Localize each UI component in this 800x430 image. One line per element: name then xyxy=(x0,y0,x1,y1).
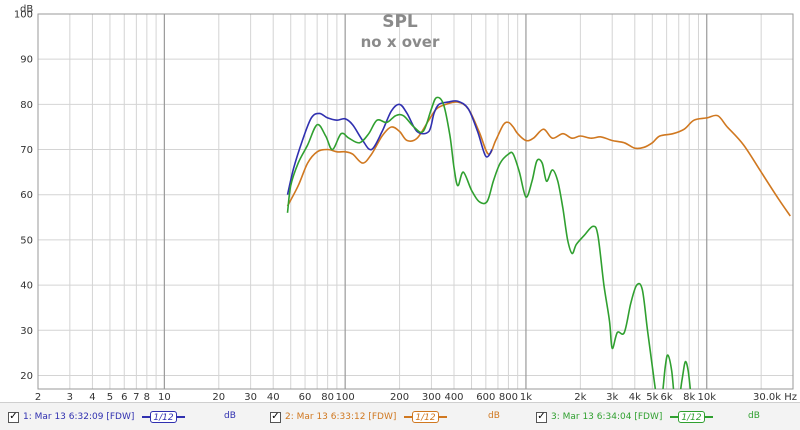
x-tick-label: 60 xyxy=(299,392,312,402)
x-tick-label: 3k xyxy=(606,392,618,402)
x-tick-label: 10k xyxy=(697,392,716,402)
smoothing-value-1: 1/12 xyxy=(150,411,177,423)
series-line-3 xyxy=(286,96,692,389)
x-tick-label: 800 xyxy=(499,392,518,402)
legend-label-1: 1: Mar 13 6:32:09 [FDW] xyxy=(23,412,135,422)
legend-checkbox-2[interactable]: ✓ xyxy=(270,411,281,423)
smoothing-value-3: 1/12 xyxy=(678,411,705,423)
x-tick-label: 80 xyxy=(321,392,334,402)
smoothing-line-icon xyxy=(670,416,679,418)
x-tick-label: 4k xyxy=(629,392,641,402)
x-tick-label: 6 xyxy=(121,392,127,402)
legend-checkbox-1[interactable]: ✓ xyxy=(8,411,19,423)
x-tick-label: 200 xyxy=(390,392,409,402)
x-tick-label: 300 xyxy=(422,392,441,402)
y-tick-label: 60 xyxy=(20,190,33,201)
x-tick-label: 100 xyxy=(336,392,355,402)
x-tick-label: 400 xyxy=(444,392,463,402)
smoothing-line-icon xyxy=(176,416,185,418)
series-layer xyxy=(286,96,791,389)
y-tick-label: 50 xyxy=(20,235,33,246)
legend-unit-3: dB xyxy=(748,411,760,421)
x-tick-label: 30 xyxy=(244,392,257,402)
legend-item-1[interactable]: ✓ 1: Mar 13 6:32:09 [FDW] 1/12 dB xyxy=(8,409,236,425)
y-tick-label: 70 xyxy=(20,145,33,156)
x-tick-label: 4 xyxy=(89,392,95,402)
x-tick-label: 2k xyxy=(574,392,586,402)
x-tick-label: 8k xyxy=(683,392,695,402)
x-axis-ticks: 2 3 4 5 6 7 8 10 20 30 40 60 80 100 200 300 400 600 800 1k 2… xyxy=(35,392,797,402)
smoothing-line-icon xyxy=(438,416,447,418)
x-tick-label: 2 xyxy=(35,392,41,402)
smoothing-line-icon xyxy=(404,416,413,418)
x-tick-label: 20 xyxy=(212,392,225,402)
smoothing-value-2: 1/12 xyxy=(412,411,439,423)
y-tick-label: 100 xyxy=(14,10,33,21)
chart-title: SPL xyxy=(382,12,418,32)
spl-chart: 2 3 4 5 6 7 8 10 20 30 40 60 80 100 200 300 400 600 800 1k 2… xyxy=(14,4,797,402)
y-tick-label: 20 xyxy=(20,371,33,382)
chart-subtitle: no x over xyxy=(361,33,440,51)
y-tick-label: 40 xyxy=(20,281,33,292)
legend-item-3[interactable]: ✓ 3: Mar 13 6:34:04 [FDW] 1/12 dB xyxy=(536,409,760,425)
legend-unit-1: dB xyxy=(224,411,236,421)
legend-item-2[interactable]: ✓ 2: Mar 13 6:33:12 [FDW] 1/12 dB xyxy=(270,409,500,425)
smoothing-line-icon xyxy=(142,416,151,418)
series-line-2 xyxy=(286,101,791,217)
smoothing-line-icon xyxy=(704,416,713,418)
x-tick-label: 1k xyxy=(520,392,532,402)
series-line-1 xyxy=(286,100,493,195)
x-tick-label: 5k xyxy=(646,392,658,402)
plot-frame xyxy=(37,13,794,390)
x-tick-label: 6k xyxy=(661,392,673,402)
x-tick-label: 10 xyxy=(158,392,171,402)
smoothing-indicator-3[interactable]: 1/12 xyxy=(670,411,713,423)
x-tick-label: 5 xyxy=(107,392,113,402)
x-tick-label: 30.0k Hz xyxy=(753,392,797,402)
x-tick-label: 3 xyxy=(67,392,73,402)
legend-checkbox-3[interactable]: ✓ xyxy=(536,411,547,423)
legend-bar: ✓ 1: Mar 13 6:32:09 [FDW] 1/12 dB ✓ 2: M… xyxy=(0,402,800,430)
x-tick-label: 7 xyxy=(133,392,139,402)
legend-unit-2: dB xyxy=(488,411,500,421)
minor-grid xyxy=(37,13,794,389)
x-tick-label: 600 xyxy=(476,392,495,402)
smoothing-indicator-1[interactable]: 1/12 xyxy=(142,411,185,423)
major-grid xyxy=(163,14,708,389)
y-axis-label: dB xyxy=(20,4,33,15)
smoothing-indicator-2[interactable]: 1/12 xyxy=(404,411,447,423)
y-tick-label: 80 xyxy=(20,100,33,111)
legend-label-2: 2: Mar 13 6:33:12 [FDW] xyxy=(285,412,397,422)
x-tick-label: 40 xyxy=(267,392,280,402)
y-tick-label: 30 xyxy=(20,326,33,337)
legend-label-3: 3: Mar 13 6:34:04 [FDW] xyxy=(551,412,663,422)
plot-background xyxy=(38,14,793,389)
y-tick-label: 90 xyxy=(20,55,33,66)
y-axis-ticks: 100 90 80 70 60 50 40 30 20 xyxy=(14,10,33,382)
x-tick-label: 8 xyxy=(144,392,150,402)
